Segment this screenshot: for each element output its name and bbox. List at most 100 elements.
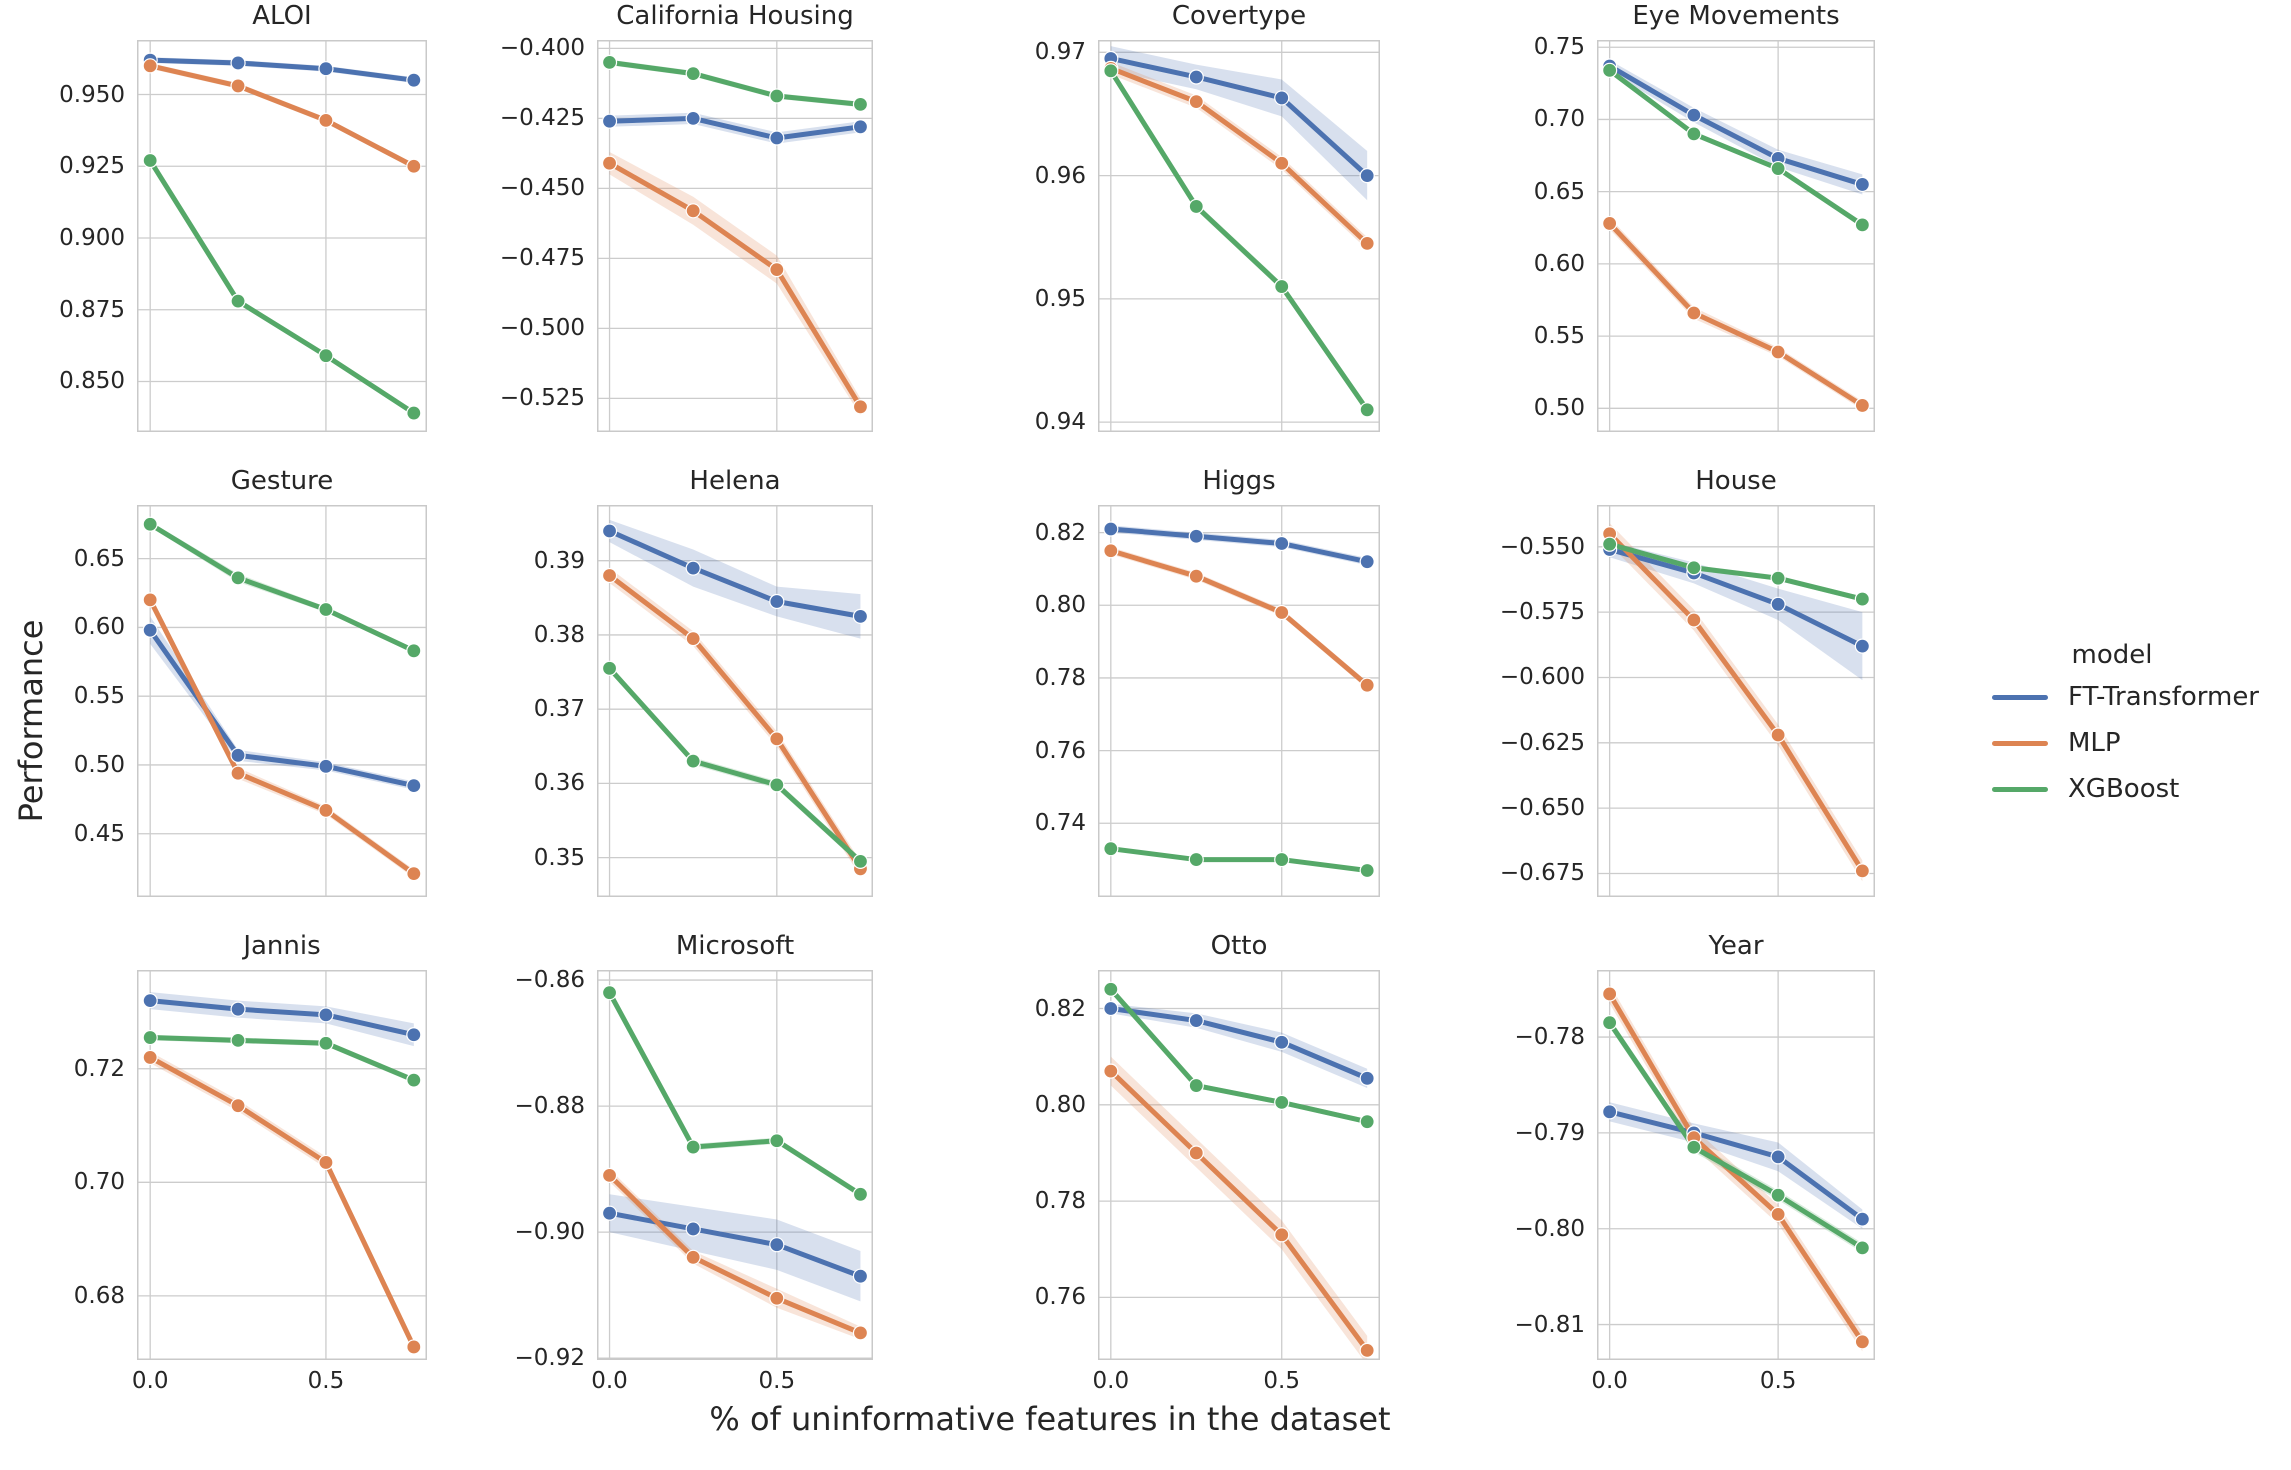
marker-mlp xyxy=(1359,677,1375,693)
x-tick-label: 0.5 xyxy=(1759,1368,1797,1394)
x-tick-label: 0.5 xyxy=(1263,1368,1300,1394)
line-ft-transformer xyxy=(1607,546,1865,649)
y-tick-label: 0.900 xyxy=(59,225,125,251)
y-tick-label: −0.400 xyxy=(499,35,585,62)
marker-xgboost xyxy=(685,65,701,82)
x-tick-label: 0.0 xyxy=(1092,1368,1130,1394)
subplot-microsoft xyxy=(597,970,873,1360)
marker-xgboost xyxy=(601,985,618,1001)
marker-ft-transformer xyxy=(1602,1104,1618,1120)
marker-xgboost xyxy=(318,1035,334,1051)
marker-ft-transformer xyxy=(1188,528,1204,544)
band-mlp xyxy=(150,1051,414,1353)
band-mlp xyxy=(1609,984,1863,1352)
marker-xgboost xyxy=(1188,851,1204,868)
subplot-jannis xyxy=(137,970,427,1360)
y-tick-label: 0.950 xyxy=(59,81,125,108)
marker-ft-transformer xyxy=(1274,1034,1290,1050)
line-mlp xyxy=(1108,548,1370,688)
line-xgboost xyxy=(1607,1020,1865,1251)
y-tick-label: 0.37 xyxy=(533,696,585,723)
y-tick-label: −0.81 xyxy=(1514,1311,1585,1338)
marker-xgboost xyxy=(1854,217,1870,233)
marker-mlp xyxy=(406,1339,422,1355)
marker-mlp xyxy=(318,1154,334,1171)
band-xgboost xyxy=(150,159,414,415)
marker-mlp xyxy=(406,866,422,882)
line-ft-transformer xyxy=(147,627,417,789)
line-ft-transformer xyxy=(147,57,417,83)
subplot-higgs xyxy=(1098,505,1380,897)
marker-mlp xyxy=(685,1249,701,1265)
x-tick-label: 0.5 xyxy=(307,1368,345,1394)
marker-xgboost xyxy=(852,96,869,113)
band-ft-transformer xyxy=(150,616,414,790)
subplot-title-eye-movements: Eye Movements xyxy=(1632,1,1840,31)
marker-xgboost xyxy=(1274,1094,1290,1111)
marker-mlp xyxy=(685,203,701,219)
y-tick-label: 0.80 xyxy=(1034,592,1086,619)
marker-mlp xyxy=(852,399,869,415)
y-tick-label: 0.76 xyxy=(1034,1284,1086,1311)
subplot-title-higgs: Higgs xyxy=(1202,466,1276,496)
line-ft-transformer xyxy=(1108,55,1370,179)
marker-xgboost xyxy=(142,1029,158,1046)
band-mlp xyxy=(609,152,861,416)
marker-ft-transformer xyxy=(230,747,246,763)
marker-mlp xyxy=(318,802,334,818)
subplot-aloi xyxy=(137,40,427,432)
line-mlp xyxy=(607,1172,863,1336)
marker-ft-transformer xyxy=(142,622,158,638)
band-mlp xyxy=(1110,1056,1368,1360)
marker-mlp xyxy=(1602,215,1618,232)
marker-ft-transformer xyxy=(685,110,701,127)
band-mlp xyxy=(609,568,861,877)
marker-mlp xyxy=(1188,568,1204,584)
y-tick-label: 0.38 xyxy=(533,621,585,648)
marker-ft-transformer xyxy=(406,72,422,88)
y-tick-label: 0.60 xyxy=(73,614,125,641)
line-mlp xyxy=(1607,531,1865,874)
marker-mlp xyxy=(601,1167,618,1183)
y-tick-label: 0.65 xyxy=(1533,178,1585,205)
marker-xgboost xyxy=(1359,402,1375,418)
line-xgboost xyxy=(1607,67,1865,228)
marker-mlp xyxy=(1686,612,1702,628)
x-tick-label: 0.0 xyxy=(591,1368,628,1394)
y-tick-label: −0.550 xyxy=(1499,533,1585,560)
marker-xgboost xyxy=(1770,1187,1786,1203)
marker-mlp xyxy=(1103,1063,1119,1079)
line-mlp xyxy=(1607,220,1865,408)
line-mlp xyxy=(147,1054,417,1350)
marker-ft-transformer xyxy=(230,1001,246,1017)
line-ft-transformer xyxy=(607,1210,863,1279)
line-mlp xyxy=(1607,991,1865,1345)
line-ft-transformer xyxy=(607,115,863,141)
y-tick-label: −0.80 xyxy=(1514,1215,1585,1242)
y-tick-label: 0.96 xyxy=(1034,162,1086,189)
x-tick-label: 0.5 xyxy=(758,1368,796,1394)
line-mlp xyxy=(147,63,417,169)
marker-xgboost xyxy=(769,1133,785,1149)
marker-ft-transformer xyxy=(1854,638,1870,654)
legend-label: MLP xyxy=(2068,728,2121,758)
marker-xgboost xyxy=(1602,536,1618,552)
marker-xgboost xyxy=(769,88,785,104)
marker-xgboost xyxy=(852,1186,869,1202)
marker-mlp xyxy=(1770,1206,1786,1222)
y-tick-label: 0.70 xyxy=(73,1169,125,1196)
marker-xgboost xyxy=(769,777,785,793)
marker-ft-transformer xyxy=(1854,176,1870,193)
legend-label: XGBoost xyxy=(2068,774,2180,804)
line-mlp xyxy=(1108,65,1370,246)
marker-xgboost xyxy=(406,405,422,421)
legend-entry-xgboost: XGBoost xyxy=(1992,766,2291,812)
subplot-title-house: House xyxy=(1695,466,1777,496)
marker-mlp xyxy=(142,592,158,608)
line-mlp xyxy=(607,573,863,872)
x-axis-label: % of uninformative features in the datas… xyxy=(709,1400,1391,1438)
y-tick-label: 0.55 xyxy=(1533,323,1585,350)
y-tick-label: −0.650 xyxy=(1499,795,1585,822)
marker-xgboost xyxy=(601,54,618,70)
